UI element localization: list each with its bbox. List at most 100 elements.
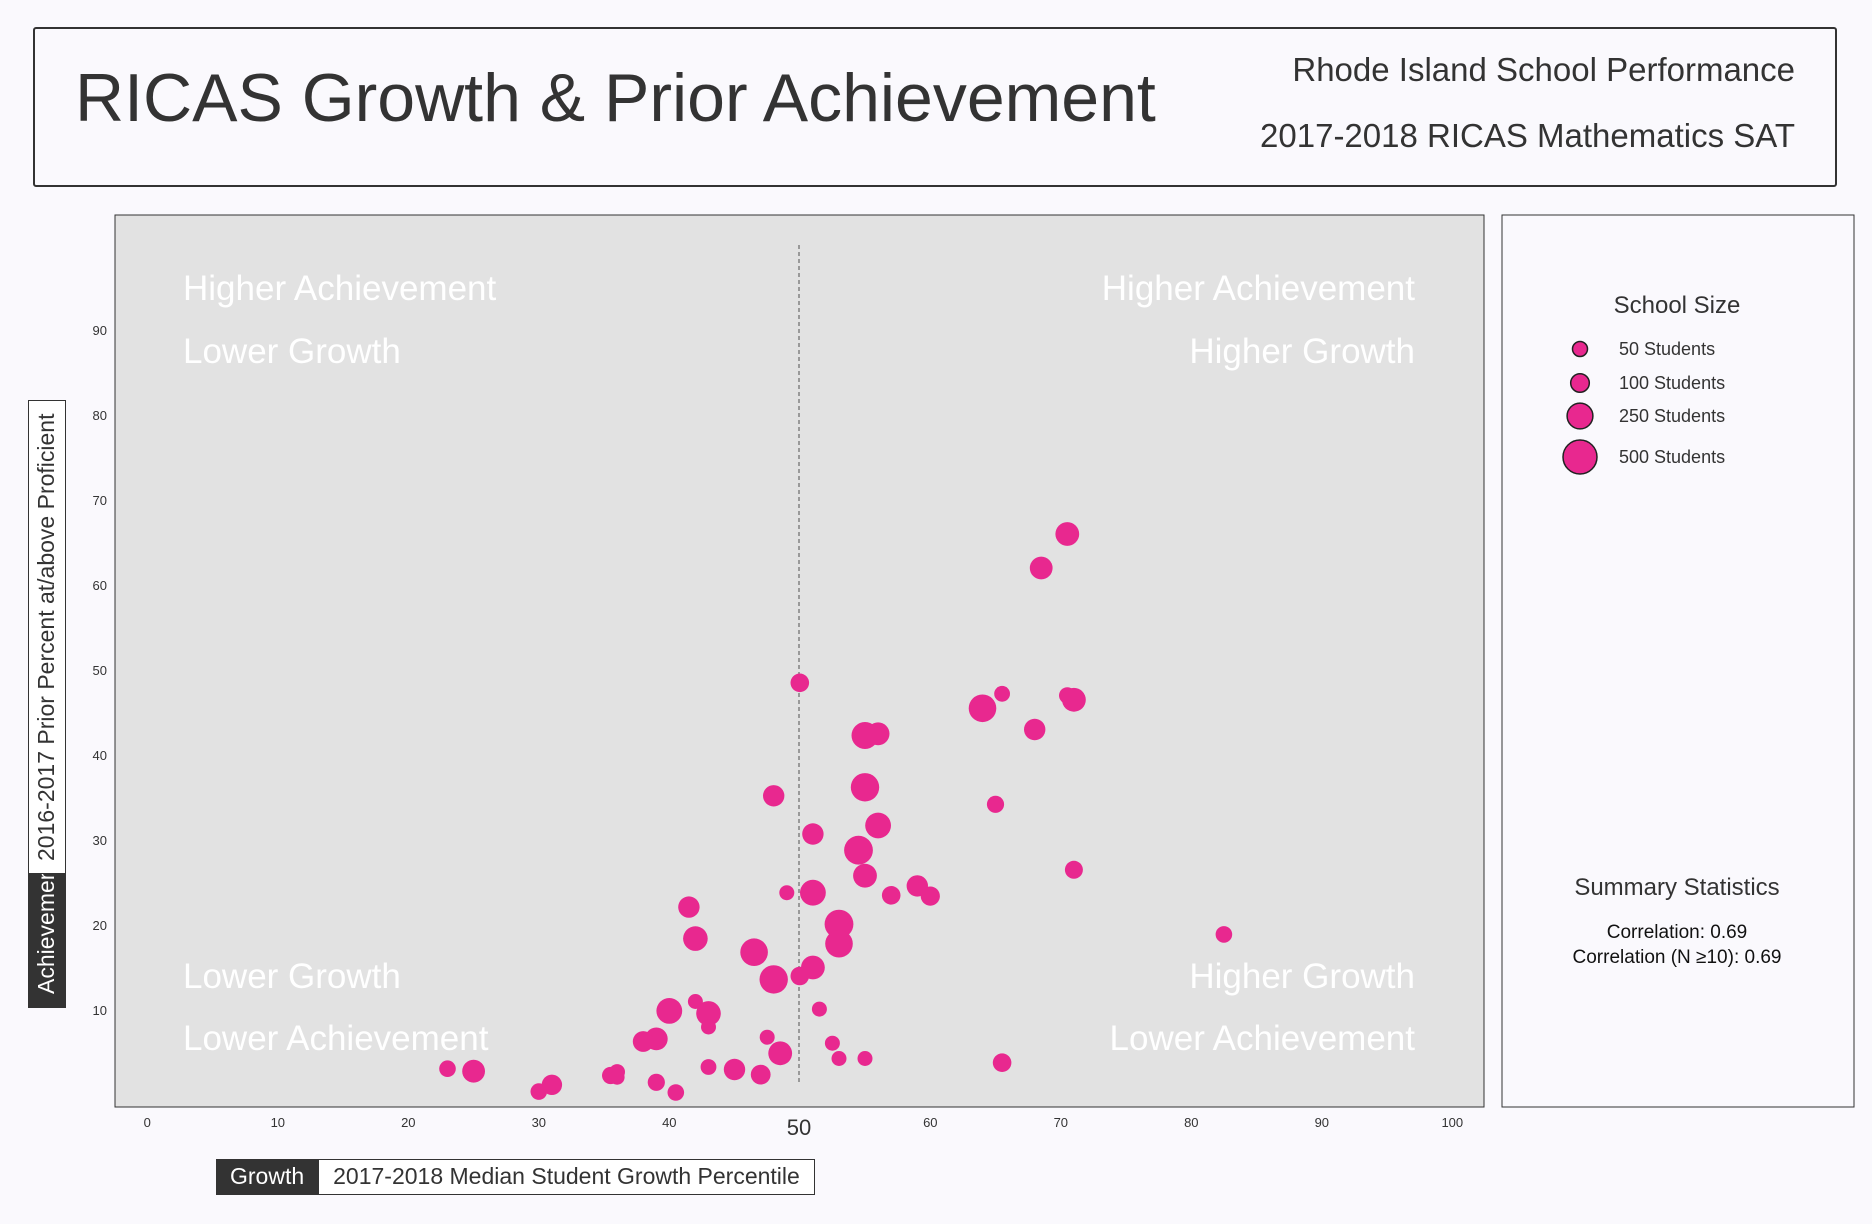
school-point [700, 1059, 717, 1075]
school-point [687, 994, 703, 1009]
x-tick-label: 20 [401, 1115, 415, 1130]
legend-swatch [1571, 340, 1589, 358]
school-point [881, 886, 901, 905]
school-point [462, 1059, 485, 1083]
school-point [790, 673, 810, 693]
quad-top-right-line1: Higher Achievement [1102, 269, 1415, 308]
x-tick-label: 60 [923, 1115, 937, 1130]
x-tick-label: 100 [1441, 1115, 1463, 1130]
school-point [920, 886, 940, 906]
school-point [667, 1084, 685, 1101]
school-point [1023, 718, 1046, 741]
y-tick-label: 70 [93, 493, 107, 508]
school-point [763, 785, 785, 807]
school-point [701, 1019, 716, 1035]
school-point [632, 1031, 654, 1052]
school-point [609, 1069, 625, 1085]
correlation-n-stat: Correlation (N ≥10): 0.69 [1573, 947, 1782, 968]
x-axis-desc: 2017-2018 Median Student Growth Percenti… [318, 1159, 815, 1195]
school-point [647, 1073, 665, 1091]
x-tick-label: 10 [271, 1115, 285, 1130]
legend-panel [1501, 214, 1855, 1108]
subject-title: 2017-2018 RICAS Mathematics SAT [1260, 117, 1795, 154]
school-point [750, 1064, 771, 1085]
school-point [844, 835, 873, 865]
quad-bottom-left-line1: Lower Growth [183, 957, 401, 996]
x-tick-label: 40 [662, 1115, 676, 1130]
school-point [853, 863, 877, 888]
school-point [866, 722, 890, 746]
school-point [824, 1035, 840, 1051]
quad-bottom-right-line2: Lower Achievement [1110, 1019, 1416, 1058]
school-point [1064, 860, 1083, 879]
x-axis-tag: Growth [216, 1159, 319, 1195]
school-point [968, 694, 997, 723]
legend-label: 500 Students [1619, 447, 1725, 467]
y-axis-title: Achievement 2016-2017 Prior Percent at/a… [28, 400, 66, 1008]
school-point [530, 1083, 548, 1100]
x-tick-label: 90 [1315, 1115, 1329, 1130]
y-tick-label: 60 [93, 578, 107, 593]
legend-label: 250 Students [1619, 406, 1725, 426]
school-point [825, 929, 853, 958]
y-tick-label: 80 [93, 408, 107, 423]
school-point [865, 812, 891, 839]
quad-top-left-line2: Lower Growth [183, 332, 401, 371]
page-title: RICAS Growth & Prior Achievement [75, 60, 1156, 136]
y-axis-desc: 2016-2017 Prior Percent at/above Profici… [28, 400, 66, 874]
x-tick-label: 0 [144, 1115, 151, 1130]
school-point [696, 1001, 721, 1026]
school-point [802, 823, 824, 845]
school-point [850, 773, 880, 802]
school-point [790, 966, 810, 986]
y-tick-label: 10 [93, 1003, 107, 1018]
school-point [723, 1058, 746, 1081]
y-tick-label: 90 [93, 323, 107, 338]
y-tick-label: 20 [93, 918, 107, 933]
quad-bottom-right-line1: Higher Growth [1189, 957, 1415, 996]
median-tick-label: 50 [787, 1115, 811, 1140]
school-point [824, 909, 854, 939]
y-tick-label: 50 [93, 663, 107, 678]
legend-title: School Size [1614, 292, 1741, 319]
school-point [1215, 926, 1233, 943]
school-point [759, 1029, 775, 1045]
x-tick-labels: 0 10 20 30 40 60 70 80 90 100 [144, 1115, 1463, 1130]
school-point [759, 965, 788, 994]
school-point [740, 938, 768, 966]
school-point [768, 1041, 793, 1066]
school-point [831, 1051, 847, 1066]
school-point [800, 879, 826, 906]
school-point [994, 685, 1010, 702]
legend-items: 50 Students 100 Students 250 Students 500 S… [1562, 339, 1725, 475]
quad-top-right-line2: Higher Growth [1189, 332, 1415, 371]
school-point [1029, 556, 1053, 580]
quadrant-labels: Higher Achievement Lower Growth Higher A… [183, 269, 1415, 1058]
quad-bottom-left-line2: Lower Achievement [183, 1019, 489, 1058]
legend-label: 50 Students [1619, 339, 1715, 359]
y-tick-labels: 10 20 30 40 50 60 70 80 90 [93, 323, 107, 1018]
x-tick-label: 80 [1184, 1115, 1198, 1130]
school-point [992, 1053, 1012, 1072]
school-point [986, 795, 1005, 813]
state-title: Rhode Island School Performance [1292, 51, 1795, 88]
legend-swatch [1569, 372, 1591, 394]
school-point [656, 998, 683, 1024]
summary-title: Summary Statistics [1574, 874, 1779, 901]
school-point [811, 1001, 827, 1017]
legend-swatch [1562, 439, 1598, 475]
correlation-stat: Correlation: 0.69 [1607, 922, 1747, 943]
quad-top-left-line1: Higher Achievement [183, 269, 496, 308]
school-point [857, 1051, 873, 1066]
legend-swatch [1566, 402, 1594, 430]
y-tick-label: 30 [93, 833, 107, 848]
school-point [678, 896, 700, 918]
school-point [439, 1060, 456, 1077]
school-point [779, 885, 795, 901]
y-axis-tag: Achievement [28, 861, 66, 1008]
x-tick-label: 30 [532, 1115, 546, 1130]
legend-label: 100 Students [1619, 373, 1725, 393]
scatter-points [439, 522, 1233, 1101]
x-tick-label: 70 [1054, 1115, 1068, 1130]
